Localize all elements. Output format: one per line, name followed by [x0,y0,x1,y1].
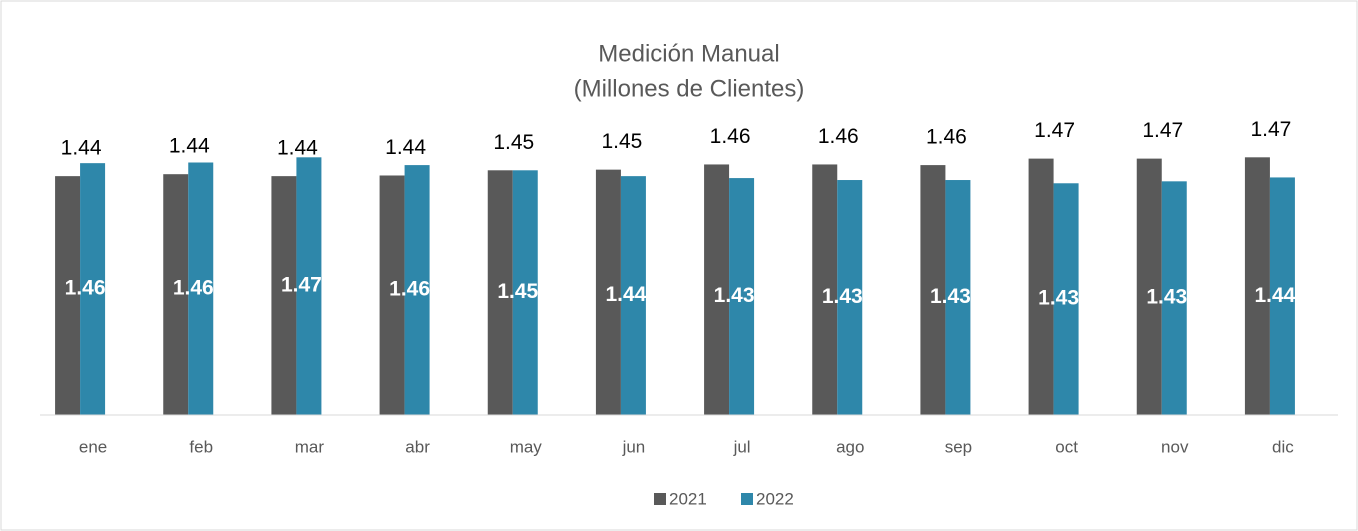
bar [920,165,946,415]
data-label: 1.43 [714,284,755,307]
x-tick-label: nov [1161,437,1189,456]
x-tick-label: mar [295,437,325,456]
bar [296,157,322,415]
bar [271,176,297,415]
data-label: 1.46 [65,277,106,300]
data-label: 1.46 [818,125,859,148]
bar [80,163,106,415]
x-tick-label: ene [79,437,107,456]
x-tick-label: sep [945,437,972,456]
bar [379,175,405,415]
bar [1269,177,1295,415]
data-label: 1.44 [1254,284,1295,307]
bar [188,162,214,415]
x-tick-label: abr [405,437,430,456]
bar [595,169,621,415]
bar [837,180,863,415]
data-label: 1.43 [930,285,971,308]
legend-swatch [654,493,666,505]
bar [1136,158,1162,416]
data-label: 1.47 [1142,119,1183,142]
bar [487,170,513,415]
x-tick-label: jul [733,437,751,456]
data-label: 1.46 [710,125,751,148]
x-tick-label: may [510,437,543,456]
bar [945,180,971,415]
legend-label: 2022 [756,489,794,508]
data-label: 1.44 [605,283,646,306]
data-label: 1.47 [1250,118,1291,141]
bar [404,165,430,415]
bar [1161,181,1187,415]
data-label: 1.44 [385,136,426,159]
data-label: 1.46 [926,126,967,149]
x-tick-label: dic [1272,437,1294,456]
data-label: 1.43 [1038,287,1079,310]
bar [163,174,189,415]
chart-title: Medición Manual [598,40,779,67]
bar [512,170,538,415]
data-label: 1.47 [1034,119,1075,142]
data-label: 1.45 [601,130,642,153]
data-label: 1.45 [493,131,534,154]
data-label: 1.45 [497,280,538,303]
x-tick-label: ago [836,437,864,456]
bar [1028,158,1054,416]
x-tick-label: oct [1055,437,1078,456]
bar [812,164,838,415]
data-label: 1.44 [61,137,102,160]
bar [1244,157,1270,415]
data-label: 1.44 [169,135,210,158]
data-label: 1.47 [281,274,322,297]
bar [704,164,730,415]
data-label: 1.44 [277,137,318,160]
bar [729,178,755,415]
chart-subtitle: (Millones de Clientes) [574,75,805,102]
x-tick-label: jun [622,437,646,456]
data-label: 1.43 [822,285,863,308]
bar [55,176,81,415]
bar [1053,183,1079,415]
data-label: 1.46 [389,278,430,301]
bar [620,176,646,415]
legend-swatch [741,493,753,505]
data-label: 1.43 [1146,286,1187,309]
legend-label: 2021 [669,489,707,508]
x-tick-label: feb [189,437,213,456]
data-label: 1.46 [173,276,214,299]
